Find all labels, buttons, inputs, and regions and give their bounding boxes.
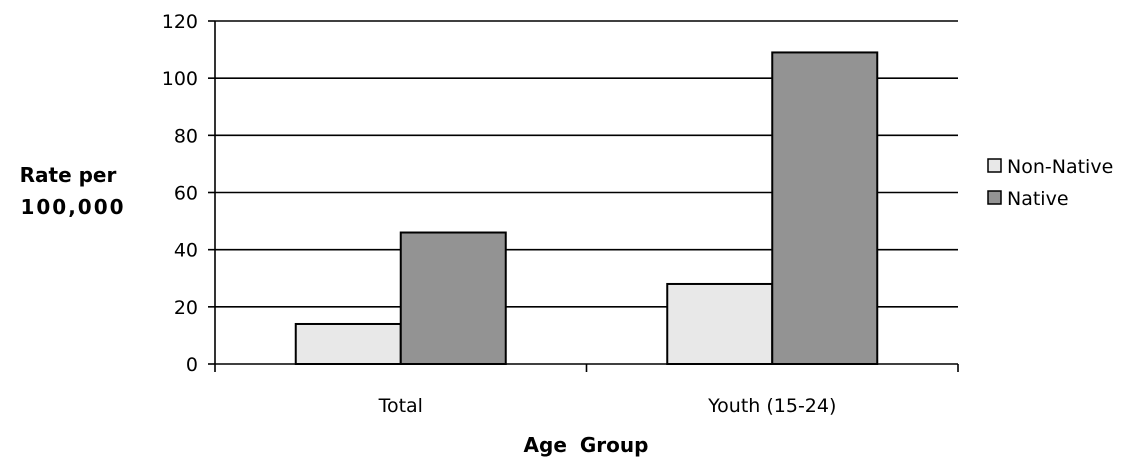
x-axis-title: Age Group (524, 433, 649, 457)
bar-non-native-2 (666, 282, 774, 366)
x-category-label: Youth (15-24) (707, 395, 836, 417)
axes (208, 20, 959, 372)
legend-swatch-non-native (987, 158, 1002, 173)
y-tick-label: 40 (174, 240, 198, 262)
bar-native-2 (771, 51, 879, 365)
y-tick-label: 120 (162, 11, 198, 33)
legend-label: Native (1007, 188, 1069, 210)
bar-non-native-1 (294, 322, 402, 366)
bar-native-1 (399, 231, 507, 365)
legend: Non-Native Native (987, 156, 1113, 210)
y-axis-title-line-1: Rate per (20, 163, 117, 187)
y-tick-label: 100 (162, 68, 198, 90)
y-tick-label: 80 (174, 125, 198, 147)
legend-label: Non-Native (1007, 156, 1113, 178)
y-axis-title-line-2: 100,000 (20, 195, 125, 219)
y-tick-label: 0 (186, 354, 198, 376)
bars (294, 51, 879, 366)
y-tick-labels: 0 20 40 60 80 100 120 (162, 11, 198, 376)
x-category-label: Total (378, 395, 423, 417)
x-category-labels: Total Youth (15-24) (378, 395, 837, 417)
y-tick-label: 20 (174, 297, 198, 319)
y-tick-label: 60 (174, 183, 198, 205)
legend-swatch-native (987, 190, 1002, 205)
